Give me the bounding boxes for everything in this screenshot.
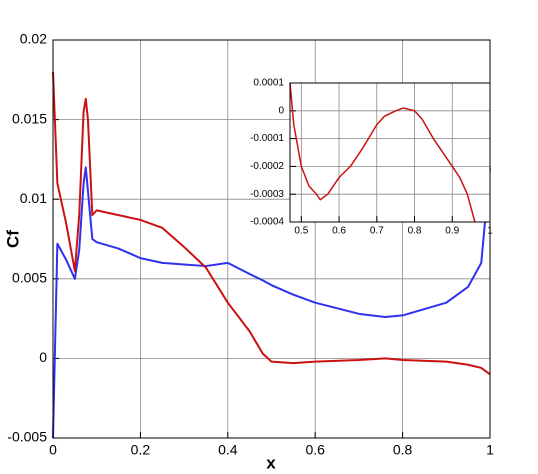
x-tick-label: 0.6 bbox=[305, 441, 325, 457]
y-tick-label: -0.0002 bbox=[250, 161, 284, 172]
x-tick-label: 0.8 bbox=[408, 226, 422, 237]
x-tick-label: 0.6 bbox=[332, 226, 346, 237]
y-tick-label: 0.015 bbox=[12, 110, 47, 126]
line-series bbox=[52, 71, 491, 376]
y-axis-label: Cf bbox=[3, 230, 22, 248]
x-tick-label: 0.7 bbox=[370, 226, 384, 237]
y-tick-label: -0.0001 bbox=[250, 133, 284, 144]
y-tick-label: -0.0004 bbox=[250, 217, 284, 228]
x-tick-label: 0.5 bbox=[294, 226, 308, 237]
x-tick-label: 0.9 bbox=[445, 226, 459, 237]
y-tick-label: 0 bbox=[39, 349, 47, 365]
x-axis-label: x bbox=[266, 453, 276, 472]
x-tick-label: 0.8 bbox=[393, 441, 413, 457]
plot-frame bbox=[52, 39, 491, 439]
x-tick-label: 0.2 bbox=[131, 441, 151, 457]
y-tick-label: -0.005 bbox=[7, 429, 47, 445]
line-series bbox=[52, 166, 491, 439]
inset-background bbox=[290, 83, 490, 222]
x-tick-label: 1 bbox=[487, 226, 493, 237]
y-tick-label: 0.02 bbox=[20, 31, 47, 47]
y-tick-label: 0.0001 bbox=[253, 78, 284, 89]
x-tick-label: 0 bbox=[49, 441, 57, 457]
plot-frame bbox=[289, 82, 491, 223]
line-series bbox=[289, 82, 476, 223]
y-tick-label: 0 bbox=[278, 105, 284, 116]
y-tick-label: -0.0003 bbox=[250, 189, 284, 200]
y-tick-label: 0.005 bbox=[12, 270, 47, 286]
x-tick-label: 0.4 bbox=[218, 441, 238, 457]
y-tick-label: 0.01 bbox=[20, 190, 47, 206]
x-tick-label: 1 bbox=[486, 441, 494, 457]
